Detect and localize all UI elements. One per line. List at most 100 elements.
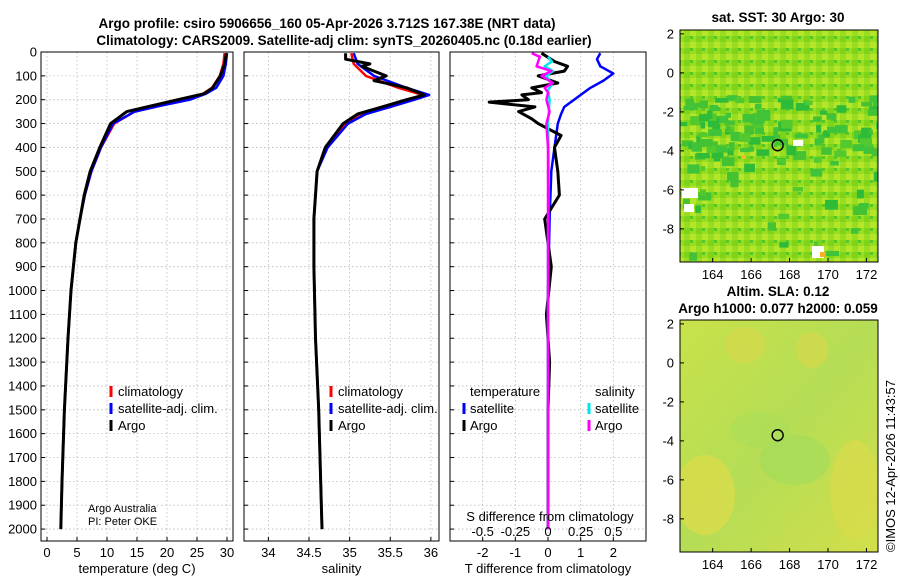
y-tick-label: 500 — [15, 164, 37, 179]
sla-high-patch — [796, 332, 828, 368]
x-tick-label: 35 — [342, 545, 356, 560]
x-tick-label: 34 — [261, 545, 275, 560]
map-x-tick-label: 168 — [779, 267, 801, 282]
x-tick-label: 0 — [544, 545, 551, 560]
sst-cool-pixel — [834, 150, 847, 157]
sst-cool-pixel — [700, 189, 706, 196]
sst-cool-pixel — [730, 131, 740, 142]
sst-cool-pixel — [687, 164, 700, 174]
sst-cool-pixel — [825, 199, 838, 210]
sst-cool-pixel — [691, 142, 702, 152]
difference-legend: temperature salinity satellite Argo sate… — [462, 384, 639, 433]
y-tick-label: 2000 — [8, 522, 37, 537]
secondary-tick-label: -0.25 — [501, 524, 531, 539]
sst-missing-patch — [684, 204, 694, 212]
sst-cool-pixel — [767, 222, 776, 231]
sst-map: 164 166 168 170 172 2 0 -2 -4 -6 -8 — [662, 26, 879, 282]
y-tick-label: 1800 — [8, 474, 37, 489]
map-y-tick-label: 2 — [667, 26, 674, 41]
legend-title-temperature: temperature — [470, 384, 540, 399]
sla-frame — [679, 319, 879, 553]
map-x-tick-label: 164 — [702, 267, 724, 282]
map-y-tick-label: -6 — [662, 472, 674, 487]
sst-cool-pixel — [709, 105, 719, 111]
sst-cool-pixel — [728, 126, 735, 134]
series-line-argo — [312, 53, 426, 530]
sst-cool-pixel — [747, 146, 755, 152]
legend-satellite-label: satellite-adj. clim. — [338, 401, 438, 416]
sst-cool-pixel — [773, 127, 779, 136]
sst-cool-pixel — [821, 147, 832, 155]
map-y-tick-label: -4 — [662, 433, 674, 448]
sst-cool-pixel — [851, 228, 859, 234]
legend-satellite-label: satellite-adj. clim. — [118, 401, 218, 416]
y-tick-label: 1700 — [8, 450, 37, 465]
timestamp-stamp: ©IMOS 12-Apr-2026 11:43:57 — [883, 380, 898, 552]
sst-cool-pixel — [861, 102, 872, 107]
argo-float-marker — [771, 429, 784, 442]
x-tick-label: -1 — [510, 545, 522, 560]
series-line-s-argo — [531, 52, 555, 530]
sst-cool-pixel — [695, 205, 701, 213]
y-tick-label: 200 — [15, 92, 37, 107]
sst-cool-pixel — [816, 125, 821, 133]
argo-float-marker — [771, 139, 784, 152]
sst-cool-pixel — [712, 124, 721, 132]
sst-cool-pixel — [681, 140, 694, 147]
sst-cool-pixel — [774, 134, 781, 143]
sst-cool-pixel — [779, 242, 789, 248]
figure-title-line1: Argo profile: csiro 5906656_160 05-Apr-2… — [99, 16, 556, 31]
sst-cool-pixel — [700, 122, 706, 129]
sst-cool-pixel — [714, 98, 729, 103]
sst-cool-pixel — [725, 125, 730, 133]
sst-cool-pixel — [761, 135, 776, 142]
y-tick-label: 1100 — [9, 307, 37, 322]
sst-cool-pixel — [724, 120, 735, 126]
y-tick-label: 300 — [15, 116, 37, 131]
sst-cool-pixel — [781, 99, 794, 110]
sst-cool-pixel — [748, 137, 761, 145]
sst-cool-pixel — [777, 159, 786, 163]
x-tick-label: 1 — [577, 545, 584, 560]
sst-cool-pixel — [730, 180, 739, 188]
sst-cool-pixel — [792, 187, 804, 192]
x-tick-label: 0 — [43, 545, 50, 560]
sst-map-title: sat. SST: 30 Argo: 30 — [711, 10, 844, 25]
y-tick-label: 1000 — [8, 283, 37, 298]
map-x-tick-label: 166 — [740, 557, 762, 572]
sst-cool-pixel — [680, 122, 688, 127]
x-tick-label: 25 — [190, 545, 204, 560]
sst-cool-pixel — [870, 109, 876, 115]
sst-cool-pixel — [726, 172, 739, 182]
series-line-t-argo — [487, 51, 570, 530]
sla-high-patch — [680, 455, 735, 535]
sst-cool-pixel — [698, 192, 710, 201]
x-tick-label: 10 — [100, 545, 114, 560]
sst-cool-pixel — [810, 168, 823, 177]
sst-cool-pixel — [696, 135, 701, 144]
series-line-argo — [59, 52, 228, 530]
sst-cool-pixel — [859, 138, 873, 147]
legend-t-argo-label: Argo — [470, 418, 497, 433]
legend-title-salinity: salinity — [595, 384, 635, 399]
sst-cool-pixel — [727, 95, 738, 101]
sst-cool-pixel — [873, 171, 878, 182]
sst-cool-pixel — [685, 98, 694, 106]
map-y-tick-label: 0 — [667, 355, 674, 370]
x-tick-label: 35.5 — [378, 545, 403, 560]
sst-cool-pixel — [876, 122, 878, 130]
sst-cool-pixel — [696, 153, 710, 159]
map-x-tick-label: 172 — [856, 557, 878, 572]
sst-cool-pixel — [859, 203, 869, 209]
secondary-tick-label: -0.5 — [471, 524, 493, 539]
sla-high-patch — [725, 327, 765, 363]
y-tick-label: 400 — [15, 140, 37, 155]
y-tick-label: 900 — [15, 259, 37, 274]
legend-s-satellite-label: satellite — [595, 401, 639, 416]
sst-cool-pixel — [727, 148, 734, 156]
y-tick-label: 0 — [30, 45, 37, 60]
sst-cool-pixel — [836, 105, 847, 113]
sst-axes: 164 166 168 170 172 2 0 -2 -4 -6 -8 — [662, 26, 877, 282]
sst-cool-pixel — [861, 127, 872, 137]
sla-patches — [680, 327, 878, 540]
